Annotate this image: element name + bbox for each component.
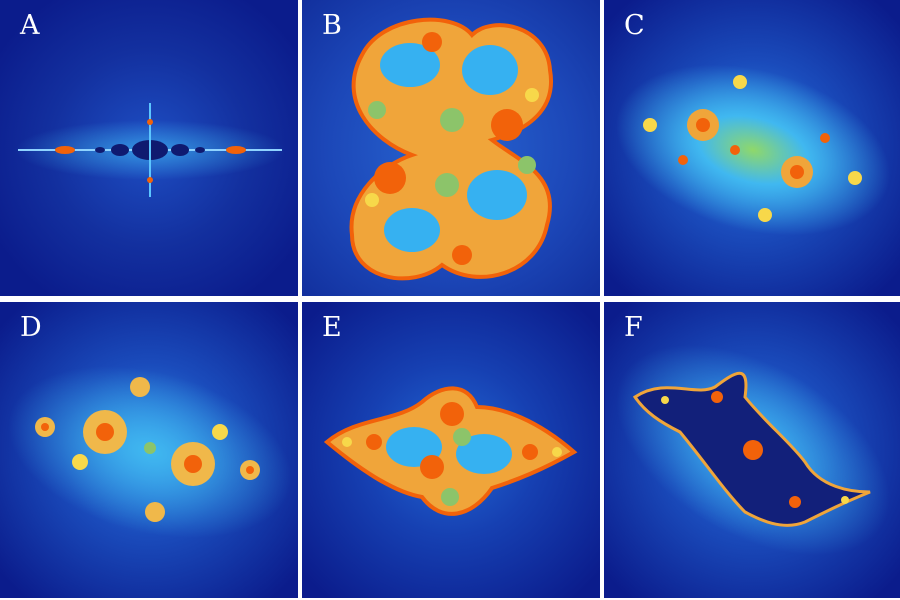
panel-label: F bbox=[624, 312, 643, 343]
panel-label: B bbox=[322, 10, 342, 41]
panel-b: B bbox=[302, 0, 600, 296]
fractal-image-c bbox=[605, 0, 900, 296]
panel-e: E bbox=[302, 302, 600, 598]
fractal-image-a bbox=[0, 0, 298, 296]
fractal-image-f bbox=[605, 302, 900, 598]
panel-c: C bbox=[604, 0, 900, 296]
fractal-image-e bbox=[302, 302, 600, 598]
fractal-image-b bbox=[302, 0, 600, 296]
panel-f: F bbox=[604, 302, 900, 598]
panel-a: A bbox=[0, 0, 298, 296]
panel-label: C bbox=[624, 10, 645, 41]
panel-label: D bbox=[20, 312, 42, 343]
panel-label: E bbox=[322, 312, 342, 343]
panel-label: A bbox=[20, 10, 40, 41]
fractal-image-d bbox=[0, 302, 298, 598]
panel-d: D bbox=[0, 302, 298, 598]
